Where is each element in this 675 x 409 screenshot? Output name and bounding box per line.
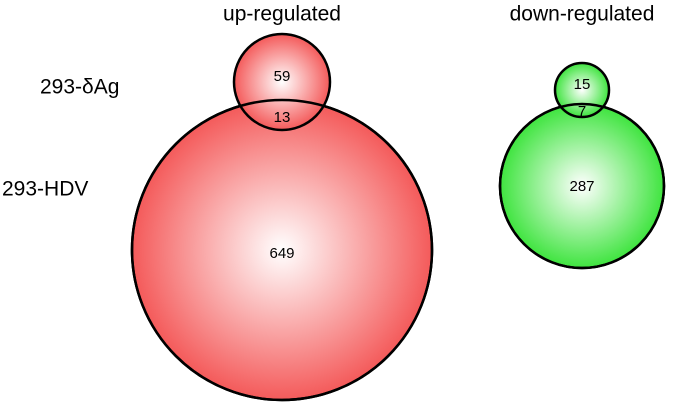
column-title: down-regulated xyxy=(510,3,655,26)
region-count: 59 xyxy=(274,68,291,85)
hdv-up-outline xyxy=(130,98,434,402)
region-count: 287 xyxy=(569,178,594,195)
row-label: 293-HDV xyxy=(2,178,88,201)
region-count: 649 xyxy=(269,245,294,262)
region-count: 7 xyxy=(578,103,586,120)
region-count: 15 xyxy=(574,76,591,93)
region-count: 13 xyxy=(274,109,291,126)
dag-down-circle xyxy=(553,61,611,119)
dag-up-circle xyxy=(232,32,332,132)
hdv-down-outline xyxy=(498,102,666,270)
column-title: up-regulated xyxy=(223,3,341,26)
row-label: 293-δAg xyxy=(40,76,119,99)
